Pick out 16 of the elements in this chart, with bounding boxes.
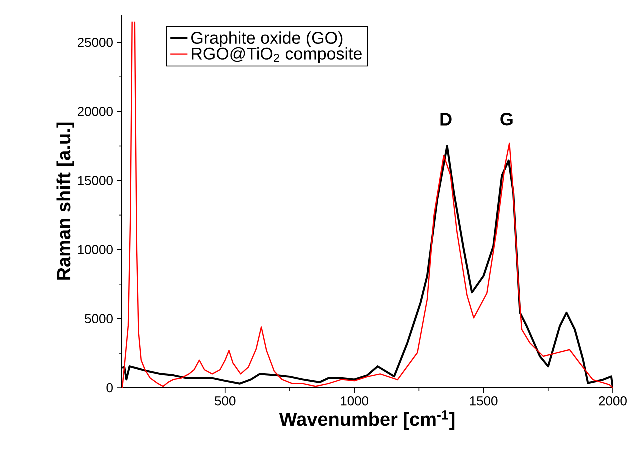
x-tick-label: 1000	[341, 396, 369, 406]
x-axis-title: Wavenumber [cm$^{-1}$]	[279, 410, 455, 430]
annotation: G	[500, 112, 513, 126]
x-tick-label: 2000	[599, 396, 627, 406]
x-tick-label: 1500	[470, 396, 498, 406]
y-tick-label: 20000	[78, 107, 113, 116]
annotation: D	[440, 113, 452, 126]
y-tick-label: 0	[106, 383, 113, 393]
y-axis-title: Raman shift [a.u.]	[56, 122, 74, 280]
y-tick-label: 5000	[85, 314, 113, 324]
y-tick-label: 15000	[78, 176, 113, 186]
y-tick-label: 25000	[78, 38, 113, 48]
y-tick-label: 10000	[78, 245, 113, 254]
legend-label: RGO@TiO$_{2}$ composite	[192, 47, 362, 64]
x-tick-label: 500	[215, 396, 236, 406]
legend-label: Graphite oxide (GO)	[192, 32, 343, 48]
